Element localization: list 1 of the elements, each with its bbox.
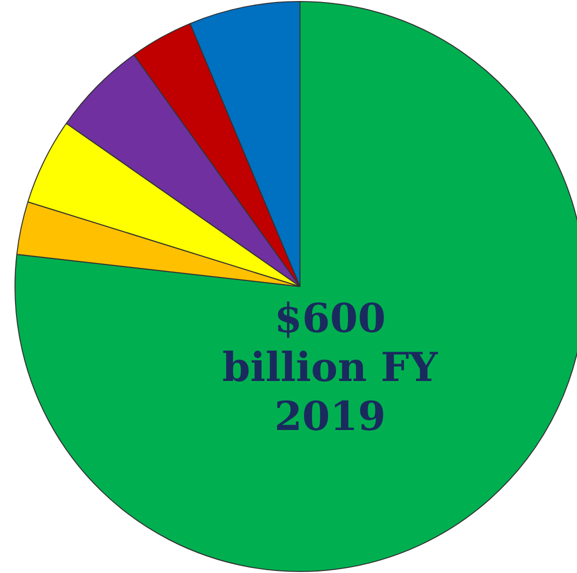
text: $600 billion FY 2019 <box>221 295 439 442</box>
